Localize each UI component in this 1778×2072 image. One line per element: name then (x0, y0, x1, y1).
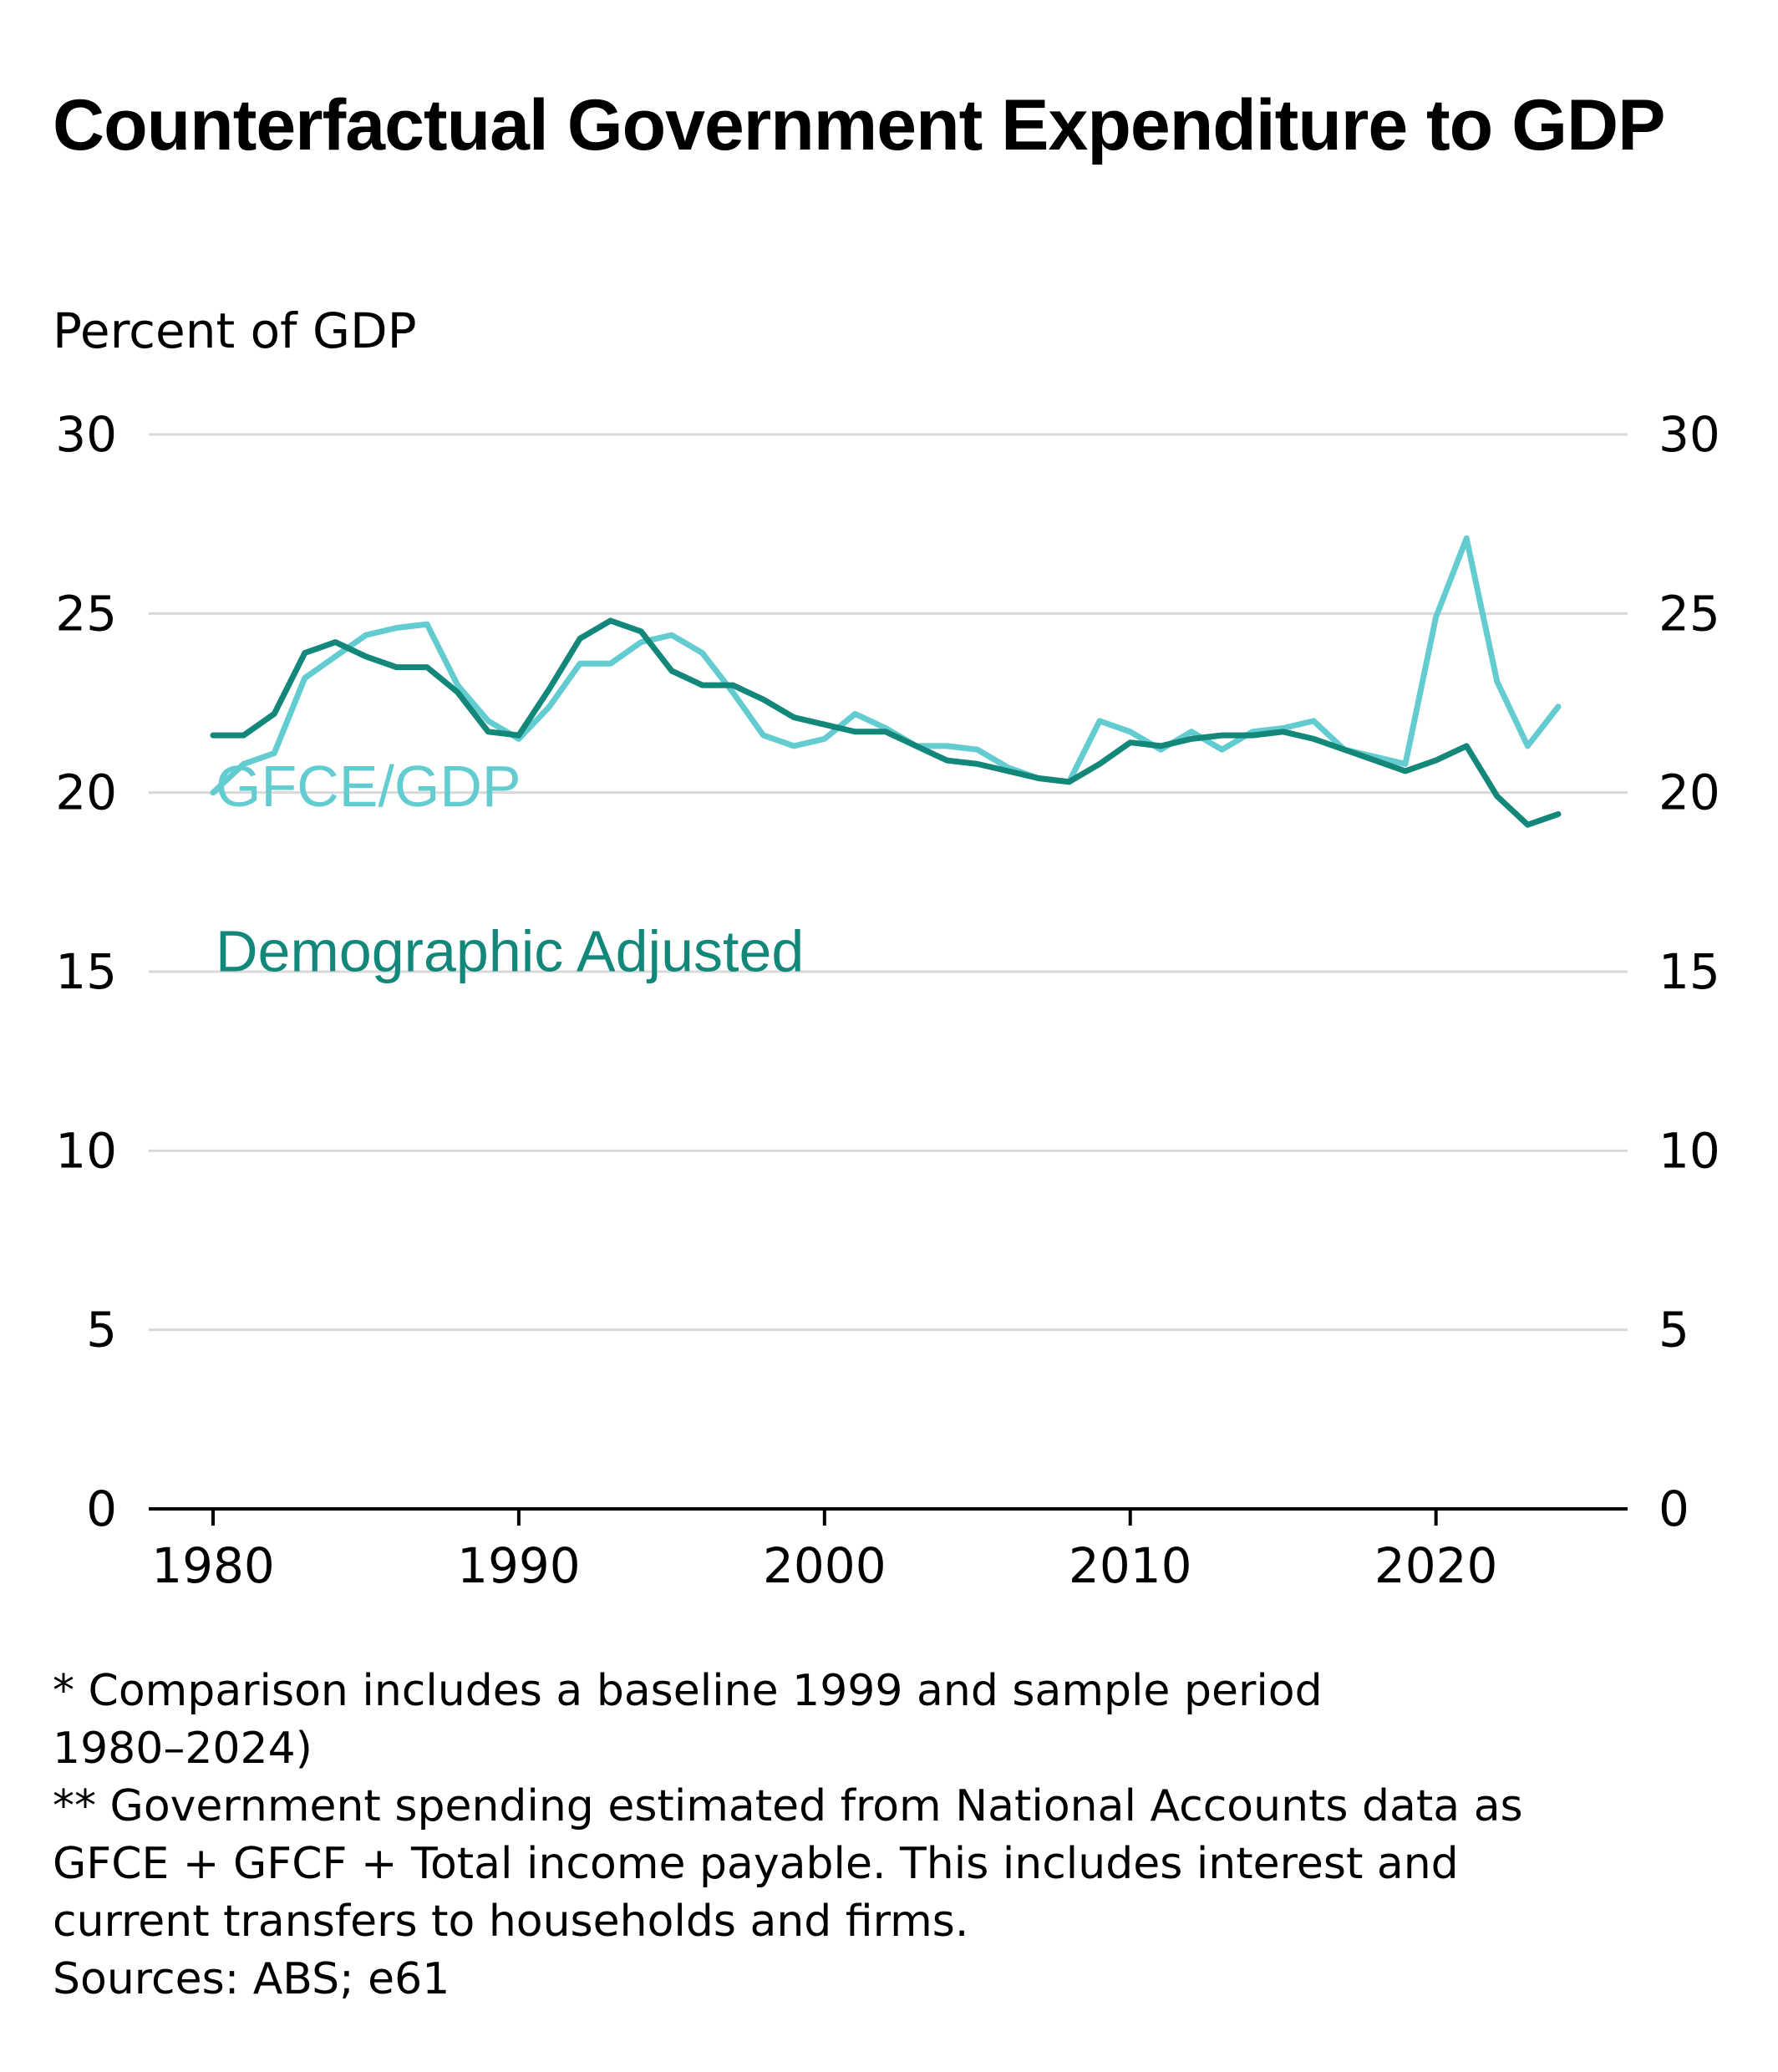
footnote-government-spending: ** Government spending estimated from Na… (53, 1781, 1523, 1947)
y-tick-left-15: 15 (55, 943, 117, 1000)
footnote-sources: Sources: ABS; e61 (53, 1954, 450, 2004)
x-tick-label-1990: 1990 (457, 1537, 581, 1594)
footnote-comparison: * Comparison includes a baseline 1999 an… (53, 1666, 1323, 1774)
footnotes: * Comparison includes a baseline 1999 an… (53, 1663, 1724, 2009)
gridlines (149, 433, 1628, 1332)
y-tick-right-15: 15 (1659, 943, 1720, 1000)
y-tick-right-30: 30 (1659, 406, 1720, 463)
x-tick-label-2020: 2020 (1374, 1537, 1498, 1594)
y-axis-right: 0 5 10 15 20 25 30 (1659, 406, 1720, 1537)
y-tick-left-20: 20 (55, 764, 117, 821)
y-tick-left-25: 25 (55, 585, 117, 642)
y-tick-right-20: 20 (1659, 764, 1720, 821)
y-axis-left: 0 5 10 15 20 25 30 (55, 406, 117, 1537)
series-line-gfce-gdp (210, 535, 1562, 796)
y-axis-unit-label: Percent of GDP (53, 302, 417, 359)
y-tick-right-0: 0 (1659, 1480, 1689, 1537)
x-tick-label-2000: 2000 (763, 1537, 886, 1594)
x-tick-label-1980: 1980 (151, 1537, 275, 1594)
series-labels: GFCE/GDP Demographic Adjusted (216, 754, 804, 983)
chart-title: Counterfactual Government Expenditure to… (53, 85, 1665, 165)
series-label-demographic-adjusted: Demographic Adjusted (216, 918, 804, 983)
y-tick-left-0: 0 (86, 1480, 117, 1537)
series-label-gfce-gdp: GFCE/GDP (216, 754, 521, 819)
y-tick-right-5: 5 (1659, 1302, 1689, 1358)
series-lines (210, 535, 1562, 828)
y-tick-left-30: 30 (55, 406, 117, 463)
y-tick-right-10: 10 (1659, 1122, 1720, 1179)
x-tick-label-2010: 2010 (1069, 1537, 1192, 1594)
series-line-demographic-adjusted (210, 617, 1562, 828)
x-axis: 1980 1990 2000 2010 2020 (149, 1507, 1628, 1594)
line-chart: 0 5 10 15 20 25 30 0 5 10 15 20 25 30 1980 1990 2000 20… (55, 406, 1720, 1594)
y-tick-left-10: 10 (55, 1122, 117, 1179)
y-tick-left-5: 5 (86, 1302, 117, 1358)
y-tick-right-25: 25 (1659, 585, 1720, 642)
